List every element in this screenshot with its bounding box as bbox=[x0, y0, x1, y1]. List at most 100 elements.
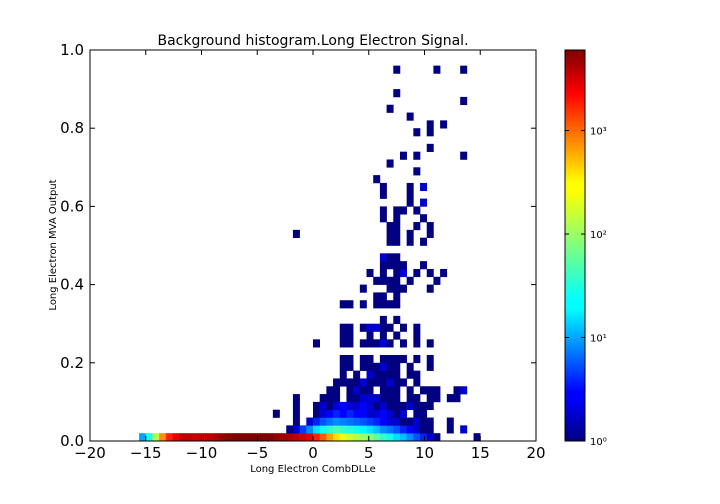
histogram-bin bbox=[373, 433, 381, 442]
histogram-bin bbox=[399, 417, 407, 426]
histogram-bin bbox=[366, 401, 374, 411]
histogram-bin bbox=[366, 331, 374, 340]
histogram-bin bbox=[393, 229, 401, 238]
histogram-bin bbox=[386, 409, 394, 418]
histogram-bin bbox=[366, 339, 374, 348]
histogram-bin bbox=[272, 409, 280, 418]
histogram-bin bbox=[292, 433, 300, 442]
histogram-bin bbox=[413, 268, 421, 278]
histogram-bin bbox=[393, 237, 401, 246]
histogram-bin bbox=[386, 354, 394, 364]
histogram-bin bbox=[353, 386, 361, 395]
histogram-bin bbox=[373, 417, 381, 426]
histogram-bin bbox=[446, 394, 454, 403]
histogram-bin bbox=[420, 433, 428, 442]
histogram-bin bbox=[413, 401, 421, 411]
histogram-bin bbox=[292, 229, 300, 238]
histogram-bin bbox=[453, 394, 461, 403]
histogram-bin bbox=[373, 362, 381, 371]
histogram-bin bbox=[299, 433, 307, 442]
histogram-bin bbox=[286, 433, 294, 442]
histogram-bin bbox=[393, 315, 401, 324]
histogram-bin bbox=[379, 401, 387, 411]
histogram-bin bbox=[413, 323, 421, 332]
histogram-bin bbox=[212, 433, 220, 442]
colorbar-tick-label: 10² bbox=[590, 230, 607, 241]
histogram-bin bbox=[366, 409, 374, 418]
histogram-bin bbox=[393, 300, 401, 309]
histogram-bin bbox=[426, 120, 434, 129]
histogram-bin bbox=[232, 433, 240, 442]
x-tick-label: −15 bbox=[130, 444, 162, 462]
histogram-bin bbox=[252, 433, 260, 442]
histogram-bin bbox=[393, 433, 401, 442]
histogram-bin bbox=[379, 362, 387, 371]
histogram-bin bbox=[346, 378, 354, 387]
histogram-bin bbox=[413, 151, 421, 160]
histogram-bin bbox=[426, 229, 434, 238]
histogram-bin bbox=[286, 425, 294, 434]
histogram-bin bbox=[393, 206, 401, 215]
histogram-bin bbox=[426, 362, 434, 371]
histogram-bin bbox=[399, 323, 407, 332]
histogram-bin bbox=[326, 433, 334, 442]
histogram-bin bbox=[399, 268, 407, 278]
histogram-bin bbox=[373, 409, 381, 418]
histogram-bin bbox=[379, 253, 387, 262]
histogram-bin bbox=[413, 354, 421, 364]
histogram-bin bbox=[333, 401, 341, 411]
histogram-bin bbox=[406, 433, 414, 442]
histogram-bin bbox=[359, 323, 367, 332]
histogram-bin bbox=[379, 261, 387, 270]
histogram-bin bbox=[326, 409, 334, 418]
histogram-bin bbox=[379, 394, 387, 403]
histogram-bin bbox=[379, 206, 387, 215]
histogram-bin bbox=[366, 433, 374, 442]
histogram-bin bbox=[406, 276, 414, 285]
histogram-bin bbox=[386, 222, 394, 231]
histogram-bin bbox=[339, 323, 347, 332]
x-tick-label: −5 bbox=[246, 444, 268, 462]
histogram-bin bbox=[460, 65, 468, 74]
histogram-bin bbox=[413, 222, 421, 231]
histogram-bin bbox=[413, 394, 421, 403]
histogram-bin bbox=[292, 401, 300, 411]
histogram-bin bbox=[152, 433, 160, 442]
histogram-bin bbox=[426, 143, 434, 152]
histogram-bin bbox=[379, 323, 387, 332]
histogram-bin bbox=[393, 409, 401, 418]
histogram-bin bbox=[326, 394, 334, 403]
colorbar-ticks: 10⁰ 10¹ 10² 10³ bbox=[565, 127, 607, 448]
histogram-bin bbox=[159, 433, 167, 442]
histogram-bin bbox=[179, 433, 187, 442]
x-tick-label: −20 bbox=[74, 444, 106, 462]
histogram-bin bbox=[420, 425, 428, 434]
histogram-bin bbox=[426, 128, 434, 137]
histogram-bin bbox=[339, 362, 347, 371]
histogram-bin bbox=[346, 354, 354, 364]
histogram-bin bbox=[373, 378, 381, 387]
histogram-bin bbox=[366, 370, 374, 379]
histogram-bin bbox=[393, 222, 401, 231]
histogram-bin bbox=[426, 394, 434, 403]
histogram-bin bbox=[373, 292, 381, 301]
histogram-bin bbox=[386, 362, 394, 371]
chart-title: Background histogram.Long Electron Signa… bbox=[157, 33, 468, 49]
histogram-bin bbox=[386, 284, 394, 293]
histogram-bin bbox=[393, 284, 401, 293]
histogram-bin bbox=[399, 378, 407, 387]
histogram-bin bbox=[406, 370, 414, 379]
histogram-bin bbox=[379, 190, 387, 199]
histogram-bin bbox=[346, 331, 354, 340]
histogram-bin bbox=[319, 394, 327, 403]
histogram-bin bbox=[313, 409, 320, 418]
histogram-bin bbox=[399, 151, 407, 160]
histogram-bin bbox=[379, 409, 387, 418]
histogram-bin bbox=[266, 433, 274, 442]
histogram-bin bbox=[359, 378, 367, 387]
histogram-bin bbox=[386, 261, 394, 270]
histogram-bin bbox=[326, 386, 334, 395]
y-tick-label: 0.6 bbox=[60, 197, 84, 215]
histogram-bin bbox=[413, 378, 421, 387]
histogram-bin bbox=[386, 401, 394, 411]
